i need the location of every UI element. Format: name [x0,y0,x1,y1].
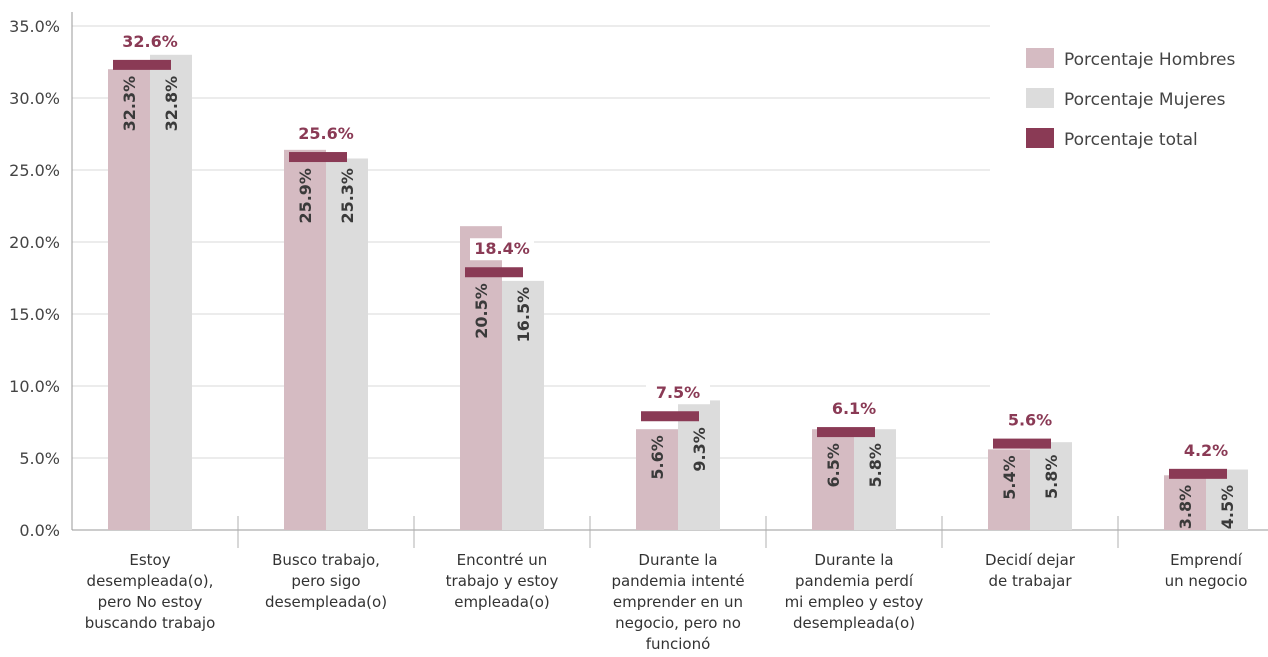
category-label-line: Estoy [129,551,170,569]
category-label: Encontré un trabajo y estoy empleada(o) [446,551,559,611]
legend-label: Porcentaje total [1064,130,1198,150]
y-tick-label: 35.0% [9,17,60,36]
legend-label: Porcentaje Mujeres [1064,90,1226,110]
value-label-hombres: 3.8% [1176,485,1195,529]
bar-hombres [988,449,1030,530]
category-label-line: desempleada(o) [265,593,387,611]
category-label-line: pero No estoy [98,593,203,611]
category-label-line: Encontré un [457,551,548,569]
total-value-label: 32.6% [122,32,178,51]
total-value-label: 5.6% [1008,411,1052,430]
category-label-line: buscando trabajo [85,614,216,632]
total-label-background [822,398,886,421]
category-label-line: trabajo y estoy [446,572,559,590]
legend-swatch [1026,88,1054,108]
y-tick-label: 0.0% [19,521,60,540]
value-label-mujeres: 9.3% [690,427,709,471]
category-label-line: funcionó [646,635,711,653]
total-value-label: 6.1% [832,399,876,418]
value-label-hombres: 6.5% [824,443,843,487]
y-tick-label: 15.0% [9,305,60,324]
legend-label: Porcentaje Hombres [1064,50,1236,70]
bar-hombres [636,429,678,530]
category-label-line: pandemia intenté [611,572,744,590]
marker-total [465,267,523,278]
total-label-background [998,409,1062,432]
value-label-mujeres: 5.8% [866,443,885,487]
y-tick-label: 30.0% [9,89,60,108]
bar-mujeres [502,280,544,530]
category-label-line: Emprendí [1170,551,1243,569]
category-label-line: desempleada(o) [793,614,915,632]
category-label-line: empleada(o) [454,593,550,611]
category-label-line: Durante la [638,551,717,569]
value-label-mujeres: 4.5% [1218,485,1237,529]
total-label-background [470,238,534,261]
category-label-line: Decidí dejar [985,551,1076,569]
total-label-background [118,30,182,53]
marker-total [289,152,347,163]
value-label-mujeres: 32.8% [162,76,181,132]
bar-hombres [284,149,326,530]
category-label-line: emprender en un [613,593,743,611]
value-label-hombres: 20.5% [472,283,491,339]
total-value-label: 4.2% [1184,441,1228,460]
marker-total [1169,468,1227,479]
marker-total [113,59,171,70]
bar-mujeres [1030,442,1072,530]
category-label: Decidí dejar de trabajar [985,551,1076,590]
bar-hombres [1164,475,1206,530]
bar-mujeres [678,400,720,530]
category-label: Durante la pandemia perdí mi empleo y esto… [785,551,924,632]
y-tick-label: 25.0% [9,161,60,180]
legend-swatch [1026,128,1054,148]
category-label-line: desempleada(o), [87,572,214,590]
value-label-hombres: 5.6% [648,435,667,479]
value-label-hombres: 32.3% [120,76,139,132]
bar-mujeres [854,429,896,530]
category-label: Busco trabajo, pero sigo desempleada(o) [265,551,387,611]
value-label-hombres: 25.9% [296,168,315,224]
category-label-line: negocio, pero no [615,614,741,632]
y-tick-label: 20.0% [9,233,60,252]
total-value-label: 18.4% [474,239,530,258]
bar-mujeres [150,54,192,531]
total-value-label: 25.6% [298,124,354,143]
total-value-label: 7.5% [656,383,700,402]
bar-hombres [108,69,150,530]
value-label-hombres: 5.4% [1000,455,1019,499]
total-label-background [1174,439,1238,462]
category-label: Durante la pandemia intenté emprender en u… [611,551,744,653]
y-tick-label: 10.0% [9,377,60,396]
value-label-mujeres: 25.3% [338,168,357,224]
category-label-line: Busco trabajo, [272,551,380,569]
category-label: Estoy desempleada(o), pero No estoy buscand… [85,551,216,632]
category-label-line: pandemia perdí [795,572,914,590]
legend-swatch [1026,48,1054,68]
marker-total [817,427,875,438]
marker-total [993,438,1051,449]
value-label-mujeres: 16.5% [514,287,533,343]
bar-mujeres [326,158,368,531]
bar-hombres [812,429,854,530]
category-label-line: mi empleo y estoy [785,593,924,611]
category-label: Emprendí un negocio [1165,551,1248,590]
category-label-line: pero sigo [291,572,360,590]
bar-mujeres [1206,469,1248,530]
total-label-background [294,123,358,146]
marker-total [641,411,699,422]
total-label-background [646,382,710,405]
category-label-line: un negocio [1165,572,1248,590]
category-label-line: de trabajar [989,572,1073,590]
value-label-mujeres: 5.8% [1042,455,1061,499]
category-label-line: Durante la [814,551,893,569]
y-tick-label: 5.0% [19,449,60,468]
